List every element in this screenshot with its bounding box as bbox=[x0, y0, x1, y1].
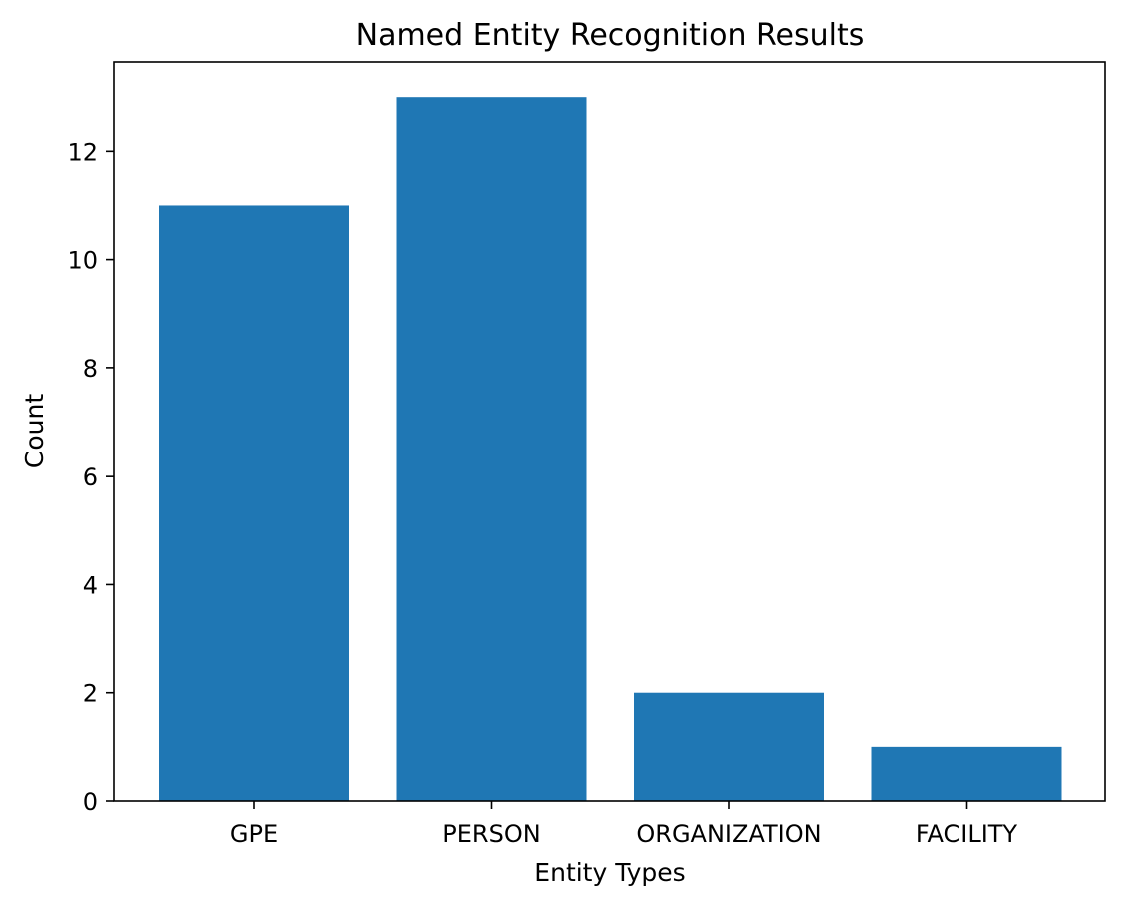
y-tick-label-10: 10 bbox=[67, 247, 98, 275]
plot-frame bbox=[113, 61, 1106, 802]
y-tick-label-12: 12 bbox=[67, 138, 98, 166]
y-tick-label-4: 4 bbox=[83, 571, 98, 599]
y-tick-label-0: 0 bbox=[83, 788, 98, 816]
y-tick-label-2: 2 bbox=[83, 680, 98, 708]
y-axis-label: Count bbox=[20, 394, 49, 468]
x-tick-label-person: PERSON bbox=[442, 820, 540, 848]
x-axis: GPE PERSON ORGANIZATION FACILITY bbox=[230, 801, 1018, 848]
y-tick-label-8: 8 bbox=[83, 355, 98, 383]
bar-organization bbox=[634, 692, 824, 801]
x-tick-label-gpe: GPE bbox=[230, 820, 278, 848]
bar-facility bbox=[871, 746, 1062, 801]
bar-person bbox=[396, 97, 587, 801]
bar-gpe bbox=[159, 205, 349, 801]
chart-title: Named Entity Recognition Results bbox=[356, 18, 865, 53]
y-tick-label-6: 6 bbox=[83, 463, 98, 491]
x-tick-label-facility: FACILITY bbox=[916, 820, 1018, 848]
x-tick-label-organization: ORGANIZATION bbox=[636, 820, 821, 848]
y-axis: 0 2 4 6 8 10 12 bbox=[67, 138, 114, 816]
bars-group bbox=[159, 97, 1062, 801]
x-axis-label: Entity Types bbox=[534, 858, 685, 887]
